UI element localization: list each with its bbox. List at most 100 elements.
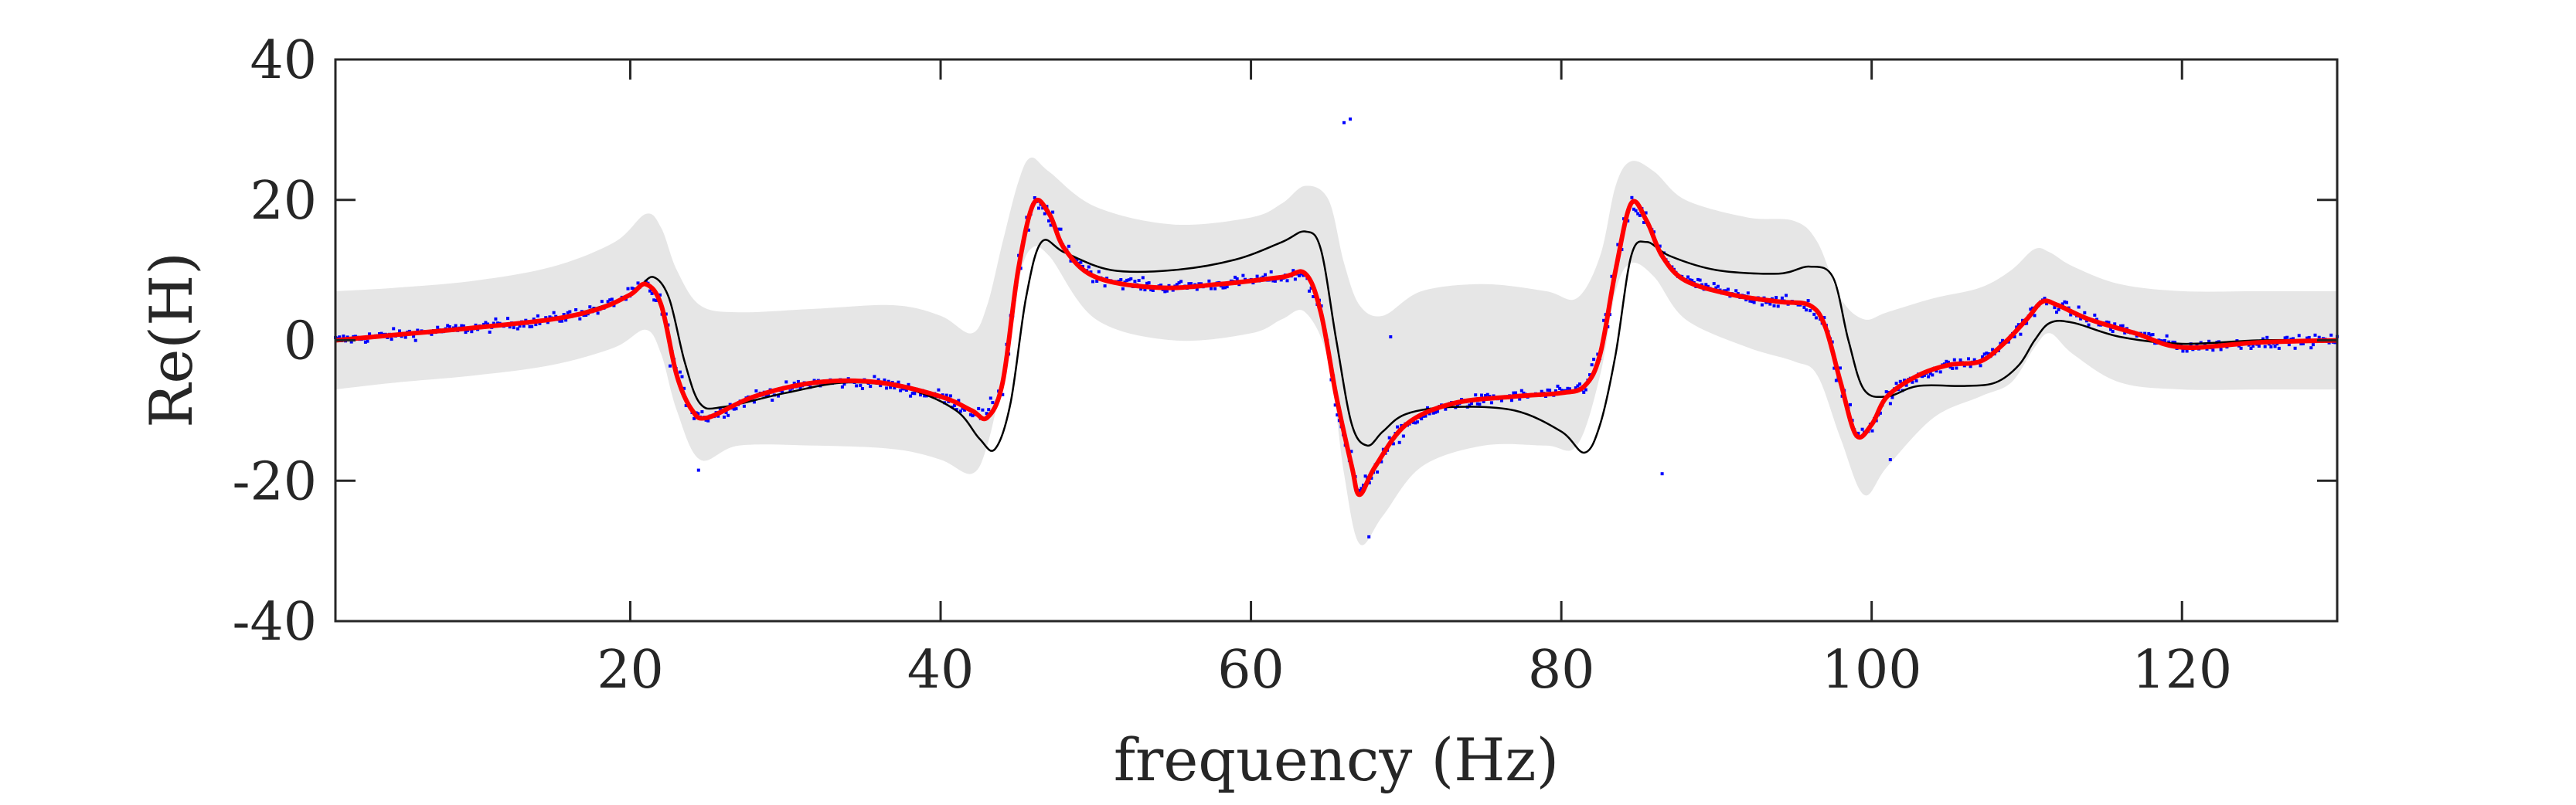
- data-point: [1630, 195, 1634, 199]
- data-point: [338, 335, 342, 339]
- data-point: [1387, 436, 1391, 440]
- data-point: [1928, 372, 1932, 375]
- data-point: [987, 408, 991, 412]
- data-point: [1435, 409, 1439, 413]
- data-point: [1363, 474, 1367, 478]
- confidence-band-layer: [335, 157, 2337, 545]
- data-point: [546, 321, 550, 324]
- data-point: [1734, 289, 1738, 293]
- data-point: [1489, 401, 1493, 405]
- data-point: [648, 289, 652, 293]
- data-point: [1558, 386, 1562, 390]
- y-axis-label: Re(H): [137, 252, 206, 428]
- data-point: [2013, 335, 2016, 338]
- data-point: [2077, 305, 2081, 309]
- data-point: [1411, 420, 1415, 424]
- data-point: [1033, 196, 1036, 199]
- data-point: [2317, 335, 2321, 339]
- data-point: [692, 416, 696, 420]
- data-point: [1911, 380, 1914, 384]
- data-point: [1210, 287, 1213, 290]
- data-point: [1927, 375, 1931, 379]
- data-point: [680, 375, 684, 379]
- data-point: [1342, 121, 1346, 124]
- data-point: [1264, 273, 1267, 277]
- data-point: [1688, 278, 1692, 282]
- data-point: [1588, 373, 1591, 377]
- data-point: [1785, 294, 1788, 297]
- data-point: [1704, 283, 1708, 287]
- data-point: [658, 293, 662, 297]
- data-point: [1578, 382, 1581, 386]
- data-point: [1556, 384, 1560, 388]
- data-point: [885, 386, 888, 390]
- data-point: [1105, 277, 1109, 280]
- data-point: [1420, 417, 1424, 421]
- data-point: [2109, 328, 2112, 331]
- data-point: [1095, 280, 1099, 283]
- data-point: [2147, 331, 2151, 335]
- data-point: [1081, 264, 1084, 268]
- confidence-band: [335, 157, 2337, 545]
- data-point: [1945, 359, 1948, 363]
- data-point: [1922, 373, 1926, 377]
- data-point: [1512, 391, 1516, 395]
- data-point: [2029, 307, 2033, 311]
- data-point: [2111, 330, 2115, 333]
- data-point: [1151, 289, 1155, 292]
- data-point: [696, 468, 700, 472]
- data-point: [1716, 284, 1720, 288]
- data-point: [907, 382, 910, 386]
- data-point: [1474, 393, 1478, 397]
- data-point: [777, 394, 780, 398]
- data-point: [1834, 379, 1838, 382]
- data-point: [923, 394, 927, 398]
- data-point: [1241, 273, 1245, 277]
- data-point: [792, 382, 796, 385]
- data-point: [953, 403, 957, 407]
- data-point: [1951, 366, 1955, 370]
- data-point: [2211, 348, 2215, 352]
- data-point: [2257, 345, 2261, 348]
- data-point: [1969, 365, 1972, 369]
- data-point: [1027, 228, 1030, 232]
- data-point: [985, 412, 989, 416]
- data-point: [518, 324, 522, 328]
- data-point: [1904, 383, 1908, 387]
- data-point: [1291, 269, 1295, 273]
- data-point: [2016, 323, 2020, 327]
- data-point: [1921, 375, 1924, 379]
- data-point: [568, 310, 572, 314]
- data-point: [1802, 305, 1806, 309]
- data-point: [584, 314, 588, 317]
- data-point: [716, 414, 720, 418]
- data-point: [1760, 303, 1764, 307]
- data-point: [630, 287, 634, 290]
- data-point: [564, 318, 568, 322]
- data-point: [796, 379, 800, 383]
- data-point: [2105, 320, 2108, 324]
- y-tick-labels: -40 -20 0 20 40: [232, 30, 317, 653]
- data-point: [1091, 280, 1094, 284]
- data-point: [1119, 278, 1123, 281]
- data-point: [1658, 244, 1662, 248]
- data-point: [2173, 341, 2176, 344]
- data-point: [2299, 342, 2303, 346]
- data-point: [1560, 389, 1564, 392]
- data-point: [2269, 345, 2273, 348]
- data-point: [558, 319, 562, 323]
- data-point: [1690, 278, 1694, 282]
- data-point: [682, 386, 686, 390]
- data-point: [1213, 287, 1217, 290]
- data-point: [1147, 281, 1151, 285]
- data-point: [1644, 211, 1648, 215]
- data-point: [1519, 389, 1523, 392]
- data-point: [1714, 286, 1718, 290]
- data-point: [1470, 402, 1473, 406]
- data-point: [366, 339, 369, 343]
- data-point: [752, 400, 756, 404]
- tick-marks-layer: [335, 58, 2337, 623]
- data-point: [1744, 298, 1748, 302]
- data-point: [430, 332, 434, 336]
- data-point: [1584, 388, 1587, 392]
